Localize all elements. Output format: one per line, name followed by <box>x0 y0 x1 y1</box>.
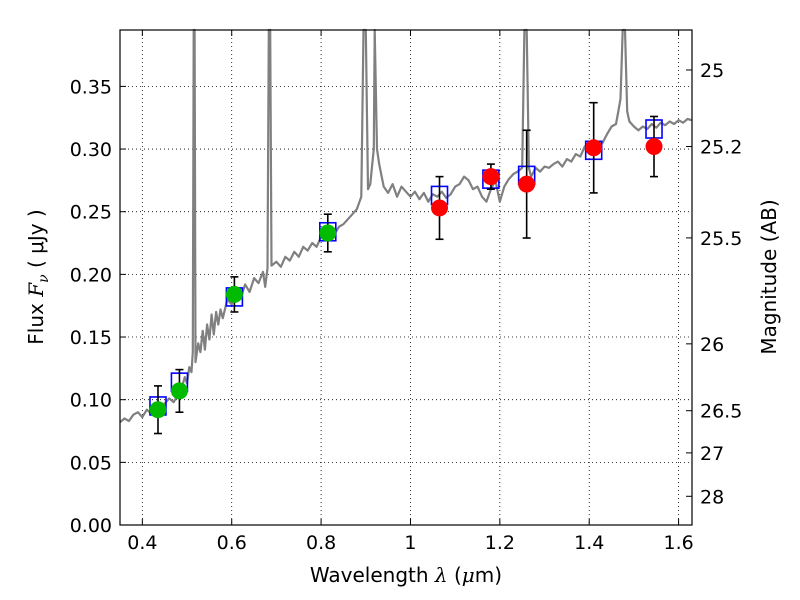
x-tick-label: 0.8 <box>306 532 336 554</box>
y2-tick-label: 26 <box>700 334 724 356</box>
y-tick-label: 0.00 <box>70 515 112 537</box>
y2-axis-label: Magnitude (AB) <box>757 199 781 354</box>
y2-tick-label: 25.2 <box>700 137 742 159</box>
y-tick-label: 0.05 <box>70 452 112 474</box>
y2-tick-label: 25 <box>700 60 724 82</box>
photometry-point <box>225 285 243 303</box>
photometry-point <box>645 138 663 156</box>
y2-tick-label: 28 <box>700 486 724 508</box>
spectrum-line <box>119 28 693 424</box>
plot-frame <box>119 29 693 526</box>
y-tick-label: 0.35 <box>70 76 112 98</box>
x-tick-label: 1 <box>404 532 416 554</box>
photometry-points <box>149 138 663 419</box>
model-spectrum-series <box>119 28 693 424</box>
photometry-point <box>518 175 536 193</box>
model-band-flux-series <box>149 119 663 416</box>
x-tick-label: 1.2 <box>485 532 515 554</box>
photometry-point <box>482 168 500 186</box>
y2-tick-label: 25.5 <box>700 228 742 250</box>
x-tick-label: 1.6 <box>663 532 693 554</box>
y2-tick-label: 27 <box>700 443 724 465</box>
x-tick-label: 0.4 <box>127 532 157 554</box>
y-tick-label: 0.30 <box>70 139 112 161</box>
y-axis-label: Flux Fν ( μJy ) <box>24 209 52 344</box>
y-tick-label: 0.15 <box>70 327 112 349</box>
y2-tick-label: 26.5 <box>700 401 742 423</box>
x-tick-label: 1.4 <box>574 532 604 554</box>
y-tick-label: 0.10 <box>70 390 112 412</box>
axis-ticks: 0.4 0.6 0.8 1 1.2 1.4 1.6 0.00 0.05 0.10 0.15 0.20 0… <box>70 30 742 554</box>
grid <box>120 30 692 526</box>
photometry-point <box>585 139 603 157</box>
photometry-point <box>319 224 337 242</box>
photometry-point <box>431 199 449 217</box>
y-tick-label: 0.20 <box>70 264 112 286</box>
photometry-point <box>149 401 167 419</box>
x-axis-label: Wavelength λ (μm) <box>310 563 502 587</box>
photometry-point <box>170 382 188 400</box>
y-tick-label: 0.25 <box>70 202 112 224</box>
x-tick-label: 0.6 <box>217 532 247 554</box>
